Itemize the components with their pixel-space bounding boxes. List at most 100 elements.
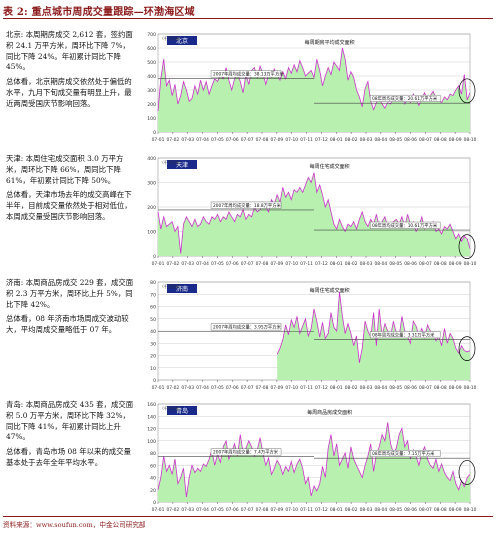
x-tick-label: 07-12 (315, 137, 328, 143)
x-tick-label: 07-10 (285, 261, 298, 267)
y-tick-label: 40 (150, 329, 156, 335)
footer-rule (3, 516, 493, 517)
y-tick-label: 100 (147, 439, 156, 445)
legend-box-2008 (369, 450, 441, 457)
x-tick-label: 07-08 (256, 261, 269, 267)
legend-box-2007 (210, 70, 282, 78)
x-tick-label: 07-02 (166, 261, 179, 267)
title-rule (3, 18, 493, 19)
x-tick-label: 07-12 (315, 507, 328, 513)
city-label: 青岛 (176, 407, 188, 415)
x-tick-label: 07-10 (285, 385, 298, 391)
y-unit: （千平方米） (160, 284, 183, 289)
jinan-comment: 总体看，08 年济南市场周成交波动较大，平均周成交量略低于 07 年。 (6, 314, 129, 335)
legend-box-2007 (210, 201, 282, 209)
x-tick-label: 08-06 (404, 385, 417, 391)
highlight-circle (458, 336, 476, 361)
y-tick-label: 0 (153, 254, 156, 260)
legend-2008: 08年周均成交量：10.61万平方米 (372, 222, 438, 229)
y-tick-label: 60 (150, 305, 156, 311)
x-tick-label: 07-09 (270, 507, 283, 513)
x-tick-label: 08-07 (419, 385, 432, 391)
page-title: 表 2: 重点城市周成交量跟踪—环渤海区域 (3, 7, 195, 18)
legend-2007: 2007年周均成交量：18.8万平方米 (213, 202, 281, 209)
x-tick-label: 08-06 (404, 507, 417, 513)
x-tick-label: 07-02 (166, 137, 179, 143)
x-tick-label: 07-11 (300, 385, 313, 391)
chart-title: 每周住宅成交面积 (310, 287, 350, 294)
series-area (158, 48, 470, 132)
legend-2008: 08年周均成交量：3.31万平方米 (372, 331, 435, 338)
chart-svg: 0 100 200 300 400 2007年周均成交量：18.8万平方米 08年周均成交量… (147, 156, 476, 267)
legend-box-2007 (210, 323, 282, 331)
x-tick-label: 08-04 (374, 507, 387, 513)
legend-box-2007 (210, 448, 282, 456)
x-tick-label: 08-09 (449, 261, 462, 267)
y-tick-label: 200 (147, 102, 156, 108)
x-tick-label: 07-10 (285, 137, 298, 143)
tianjin-chart: 0 100 200 300 400 2007年周均成交量：18.8万平方米 08年周均成交量… (140, 152, 478, 272)
x-tick-label: 08-09 (449, 385, 462, 391)
jinan-text: 济南: 本周商品房成交 229 套，成交面积 2.3 万平方米，周环比上升 5%… (6, 278, 136, 340)
x-tick-label: 07-11 (300, 261, 313, 267)
y-tick-label: 70 (150, 292, 156, 298)
y-unit: （千平方米） (160, 36, 183, 41)
x-tick-label: 08-08 (434, 137, 447, 143)
y-tick-label: 0 (153, 130, 156, 136)
city-label-box (167, 406, 197, 415)
x-tick-label: 08-02 (345, 261, 358, 267)
x-tick-label: 07-03 (181, 385, 194, 391)
x-tick-label: 08-05 (389, 261, 402, 267)
x-tick-label: 07-04 (196, 385, 209, 391)
x-tick-label: 08-04 (374, 385, 387, 391)
x-tick-label: 07-05 (211, 507, 224, 513)
x-tick-label: 07-10 (285, 507, 298, 513)
beijing-chart: 0 100 200 300 400 500 600 700 2007年周均成交量：38.13万平… (140, 28, 478, 148)
x-tick-label: 07-07 (241, 261, 254, 267)
y-tick-label: 120 (147, 427, 156, 433)
x-tick-label: 07-01 (152, 507, 165, 513)
qingdao-chart: 0 20 40 60 80 100 120 140 160 2007年周均成交量：7.4万平方米 0… (140, 398, 478, 518)
jinan-chart: 0 10 20 30 40 50 60 70 80 2007年周均成交量：3.95万平方米 08年周… (140, 276, 478, 396)
y-tick-label: 30 (150, 341, 156, 347)
x-tick-label: 07-09 (270, 261, 283, 267)
series-line (157, 422, 471, 498)
x-tick-label: 07-06 (226, 385, 239, 391)
x-tick-label: 07-01 (152, 137, 165, 143)
x-tick-label: 08-06 (404, 261, 417, 267)
legend-2007: 2007年周均成交量：38.13万平方米 (213, 71, 284, 78)
x-tick-label: 07-12 (315, 385, 328, 391)
y-tick-label: 20 (150, 354, 156, 360)
legend-box-2008 (369, 221, 441, 229)
x-tick-label: 07-06 (226, 507, 239, 513)
city-label-box (167, 160, 197, 169)
city-label-box (167, 36, 197, 45)
beijing-summary: 北京: 本周期房成交 2,612 套，签约面积 24.1 万平方米，周环比下降 … (6, 30, 133, 72)
x-tick-label: 08-02 (345, 507, 358, 513)
legend-2007: 2007年周均成交量：7.4万平方米 (213, 449, 279, 456)
source-note: 资料来源：www.soufun.com，中金公司研究部 (3, 521, 146, 529)
beijing-comment: 总体看，北京期房成交依然处于偏低的水平，九月下旬成交量有明显上升，最近两周受国庆… (6, 77, 132, 108)
x-tick-label: 07-05 (211, 261, 224, 267)
chart-svg: 0 100 200 300 400 500 600 700 2007年周均成交量：38.13万平… (147, 32, 476, 143)
qingdao-summary: 青岛: 本周商品房成交 435 套，成交面积 5.0 万平方米，周环比下降 32… (6, 400, 134, 442)
x-tick-label: 08-10 (464, 507, 477, 513)
legend-2008: 08年周均成交量：20.61万平方米 (372, 95, 438, 102)
x-tick-label: 07-09 (270, 137, 283, 143)
city-label: 济南 (176, 285, 188, 293)
x-tick-label: 07-07 (241, 507, 254, 513)
x-tick-label: 08-06 (404, 137, 417, 143)
x-tick-label: 07-07 (241, 137, 254, 143)
chart-title: 每周期房平均成交面积 (305, 39, 355, 46)
x-tick-label: 07-04 (196, 261, 209, 267)
x-tick-label: 08-02 (345, 385, 358, 391)
y-tick-label: 600 (147, 46, 156, 52)
x-tick-label: 07-08 (256, 507, 269, 513)
y-tick-label: 200 (147, 205, 156, 211)
city-label: 天津 (176, 162, 188, 169)
y-tick-label: 100 (147, 116, 156, 122)
city-label-box (167, 284, 197, 293)
beijing-text: 北京: 本周期房成交 2,612 套，签约面积 24.1 万平方米，周环比下降 … (6, 30, 136, 114)
qingdao-comment: 总体看，青岛市场 08 年以来的成交量基本处于去年全年平均水平。 (6, 447, 131, 467)
y-tick-label: 300 (147, 88, 156, 94)
